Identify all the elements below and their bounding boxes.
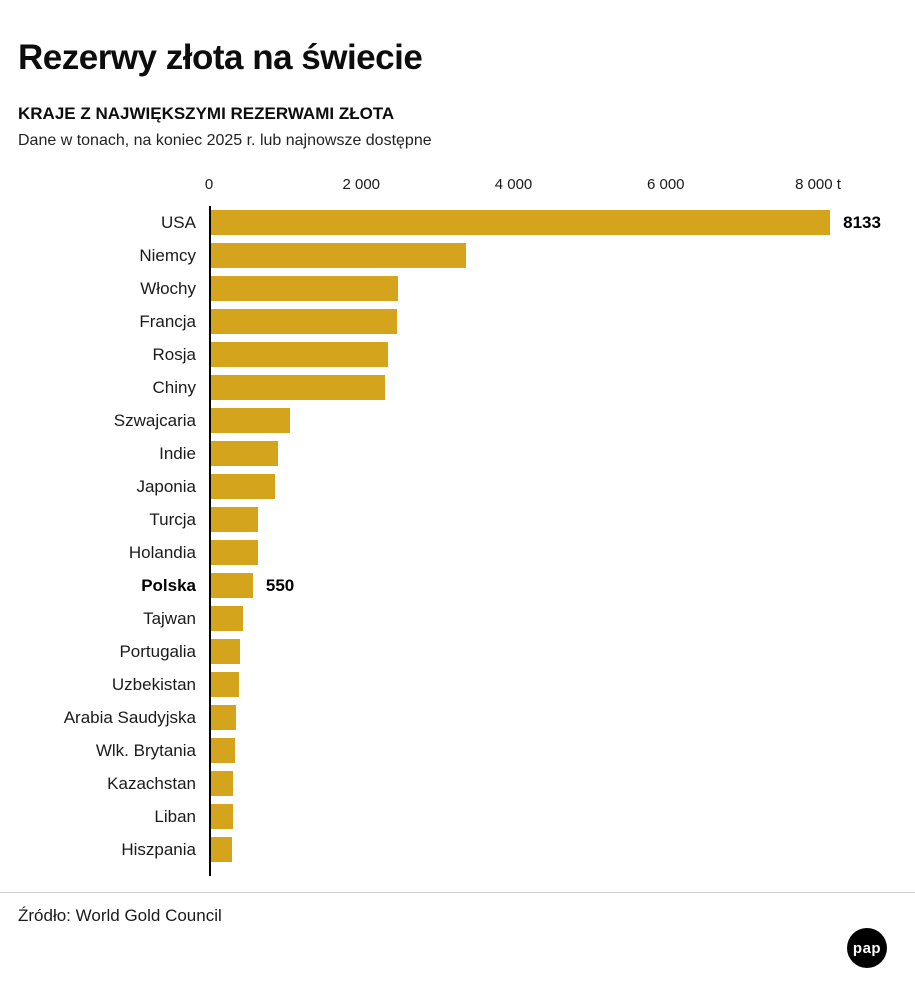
bar [211,276,398,301]
bar [211,243,467,268]
bar [211,837,233,862]
country-label: Włochy [140,279,196,298]
country-label: Japonia [136,477,196,496]
country-label: Portugalia [119,642,196,661]
chart-row: Portugalia [0,635,915,668]
bar [211,606,244,631]
bar [211,639,241,664]
chart-row: USA 8133 [0,206,915,239]
bar [211,507,258,532]
bar [211,441,278,466]
chart-row: Szwajcaria [0,404,915,437]
chart-row: Polska 550 [0,569,915,602]
bar [211,573,253,598]
chart-row: Chiny [0,371,915,404]
chart-row: Kazachstan [0,767,915,800]
bar [211,210,831,235]
country-label: Uzbekistan [111,675,196,694]
chart-subtitle: KRAJE Z NAJWIĘKSZYMI REZERWAMI ZŁOTA [18,104,395,123]
bar [211,540,258,565]
x-axis-tick-label: 6 000 [646,176,685,193]
country-label: Holandia [128,543,196,562]
chart-row: Arabia Saudyjska [0,701,915,734]
country-label: Francja [139,312,196,331]
bar [211,342,389,367]
chart-note: Dane w tonach, na koniec 2025 r. lub naj… [18,132,432,149]
chart-row: Włochy [0,272,915,305]
country-label: Turcja [149,510,196,529]
country-label: Wlk. Brytania [95,741,196,760]
country-label: Szwajcaria [113,411,196,430]
chart-row: Tajwan [0,602,915,635]
country-label: Liban [154,807,196,826]
plot-area: USA 8133 Niemcy Włochy Francja Rosja Chiny Szwa… [0,206,915,876]
x-axis-tick-label: 8 000 t [795,176,841,193]
country-label: USA [161,213,196,232]
bar-value-label: 550 [265,576,295,595]
bar [211,309,397,334]
bar [211,738,235,763]
bar [211,672,240,697]
chart-row: Uzbekistan [0,668,915,701]
page-title: Rezerwy złota na świecie [18,38,423,77]
country-label: Tajwan [143,609,196,628]
bar [211,705,236,730]
y-axis-line [209,206,211,876]
x-axis: 0 2 000 4 000 6 000 8 000 t [0,176,915,198]
chart-row: Holandia [0,536,915,569]
chart-rows: USA 8133 Niemcy Włochy Francja Rosja Chiny Szwa… [0,206,915,866]
pap-logo: pap [847,928,887,968]
chart-row: Liban [0,800,915,833]
x-axis-tick-label: 4 000 [494,176,533,193]
country-label: Niemcy [139,246,196,265]
bar [211,771,234,796]
country-label: Chiny [152,378,196,397]
country-label: Arabia Saudyjska [63,708,196,727]
footer-divider [0,892,915,893]
country-label: Hiszpania [121,840,196,859]
source-text: Źródło: World Gold Council [18,906,222,925]
pap-logo-text: pap [852,939,882,957]
country-label: Indie [159,444,196,463]
chart-row: Niemcy [0,239,915,272]
x-axis-tick-label: 2 000 [342,176,381,193]
chart-row: Hiszpania [0,833,915,866]
chart-row: Indie [0,437,915,470]
bar [211,375,385,400]
bar-chart: 0 2 000 4 000 6 000 8 000 t USA 8133 Niemcy Wło… [0,176,915,876]
country-label: Rosja [152,345,196,364]
chart-row: Japonia [0,470,915,503]
country-label: Kazachstan [107,774,196,793]
bar [211,474,276,499]
chart-row: Turcja [0,503,915,536]
chart-row: Rosja [0,338,915,371]
x-axis-tick-label: 0 [204,176,214,193]
country-label: Polska [141,576,196,595]
bar [211,804,233,829]
bar-value-label: 8133 [843,213,881,232]
chart-row: Wlk. Brytania [0,734,915,767]
bar [211,408,291,433]
chart-row: Francja [0,305,915,338]
